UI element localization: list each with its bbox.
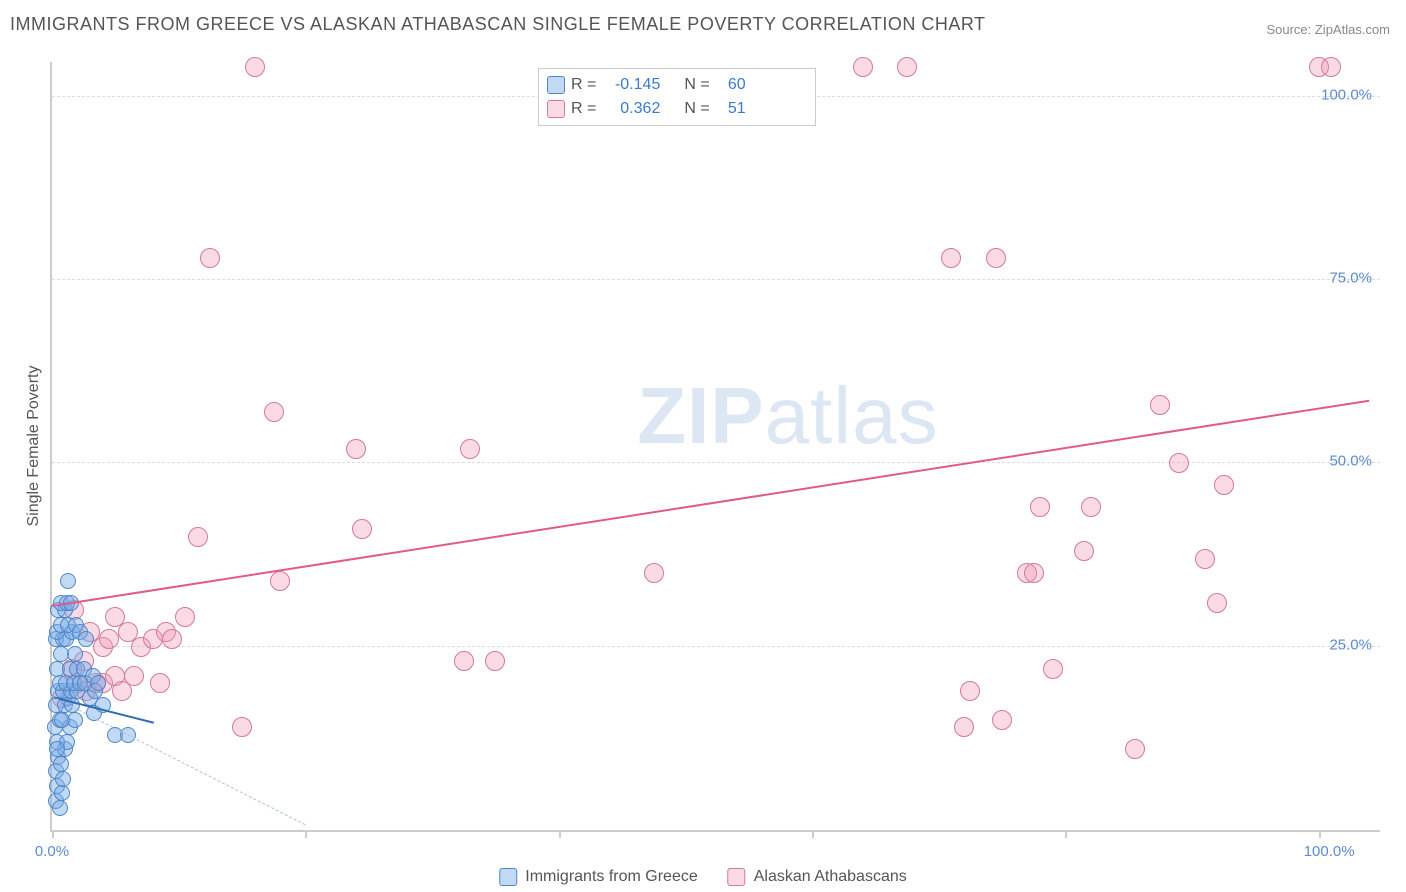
data-point [346, 439, 366, 459]
data-point [245, 57, 265, 77]
data-point [1043, 659, 1063, 679]
data-point [175, 607, 195, 627]
data-point [124, 666, 144, 686]
data-point [954, 717, 974, 737]
data-point [853, 57, 873, 77]
data-point [49, 741, 65, 757]
data-point [352, 519, 372, 539]
data-point [986, 248, 1006, 268]
data-point [99, 629, 119, 649]
gridline [52, 646, 1380, 647]
data-point [1195, 549, 1215, 569]
data-point [1125, 739, 1145, 759]
swatch-greece [499, 868, 517, 886]
swatch-athabascan [728, 868, 746, 886]
data-point [264, 402, 284, 422]
data-point [454, 651, 474, 671]
legend-label-greece: Immigrants from Greece [525, 868, 697, 886]
data-point [53, 756, 69, 772]
data-point [992, 710, 1012, 730]
legend-correlation: R =-0.145N =60R =0.362N =51 [538, 68, 816, 126]
data-point [200, 248, 220, 268]
x-tick [305, 830, 307, 838]
data-point [1169, 453, 1189, 473]
watermark: ZIPatlas [637, 370, 938, 462]
scatter-plot: 25.0%50.0%75.0%100.0%0.0%100.0%ZIPatlas [50, 62, 1380, 832]
x-tick-label: 100.0% [1304, 843, 1355, 860]
data-point [270, 571, 290, 591]
data-point [188, 527, 208, 547]
data-point [460, 439, 480, 459]
x-tick [559, 830, 561, 838]
data-point [105, 607, 125, 627]
legend-item-greece: Immigrants from Greece [499, 868, 697, 886]
data-point [1321, 57, 1341, 77]
data-point [1150, 395, 1170, 415]
y-tick-label: 25.0% [1329, 636, 1372, 653]
data-point [67, 646, 83, 662]
x-tick [1065, 830, 1067, 838]
x-tick-label: 0.0% [35, 843, 69, 860]
legend-label-athabascan: Alaskan Athabascans [754, 868, 907, 886]
data-point [644, 563, 664, 583]
trend-line [52, 399, 1370, 606]
data-point [1214, 475, 1234, 495]
data-point [52, 800, 68, 816]
data-point [232, 717, 252, 737]
data-point [1207, 593, 1227, 613]
data-point [1081, 497, 1101, 517]
x-tick [52, 830, 54, 838]
data-point [960, 681, 980, 701]
y-tick-label: 50.0% [1329, 453, 1372, 470]
trend-line [52, 696, 306, 825]
x-tick [1319, 830, 1321, 838]
gridline [52, 279, 1380, 280]
y-tick-label: 100.0% [1321, 86, 1372, 103]
data-point [897, 57, 917, 77]
data-point [1030, 497, 1050, 517]
data-point [162, 629, 182, 649]
x-tick [812, 830, 814, 838]
data-point [55, 771, 71, 787]
data-point [1074, 541, 1094, 561]
data-point [485, 651, 505, 671]
chart-title: IMMIGRANTS FROM GREECE VS ALASKAN ATHABA… [10, 14, 986, 35]
data-point [78, 631, 94, 647]
legend-series: Immigrants from Greece Alaskan Athabasca… [499, 868, 906, 886]
y-tick-label: 75.0% [1329, 270, 1372, 287]
data-point [1024, 563, 1044, 583]
data-point [90, 675, 106, 691]
data-point [941, 248, 961, 268]
data-point [54, 785, 70, 801]
y-axis-label: Single Female Poverty [25, 366, 43, 527]
data-point [54, 712, 70, 728]
data-point [60, 573, 76, 589]
data-point [150, 673, 170, 693]
source-label: Source: ZipAtlas.com [1266, 22, 1390, 37]
legend-item-athabascan: Alaskan Athabascans [728, 868, 907, 886]
